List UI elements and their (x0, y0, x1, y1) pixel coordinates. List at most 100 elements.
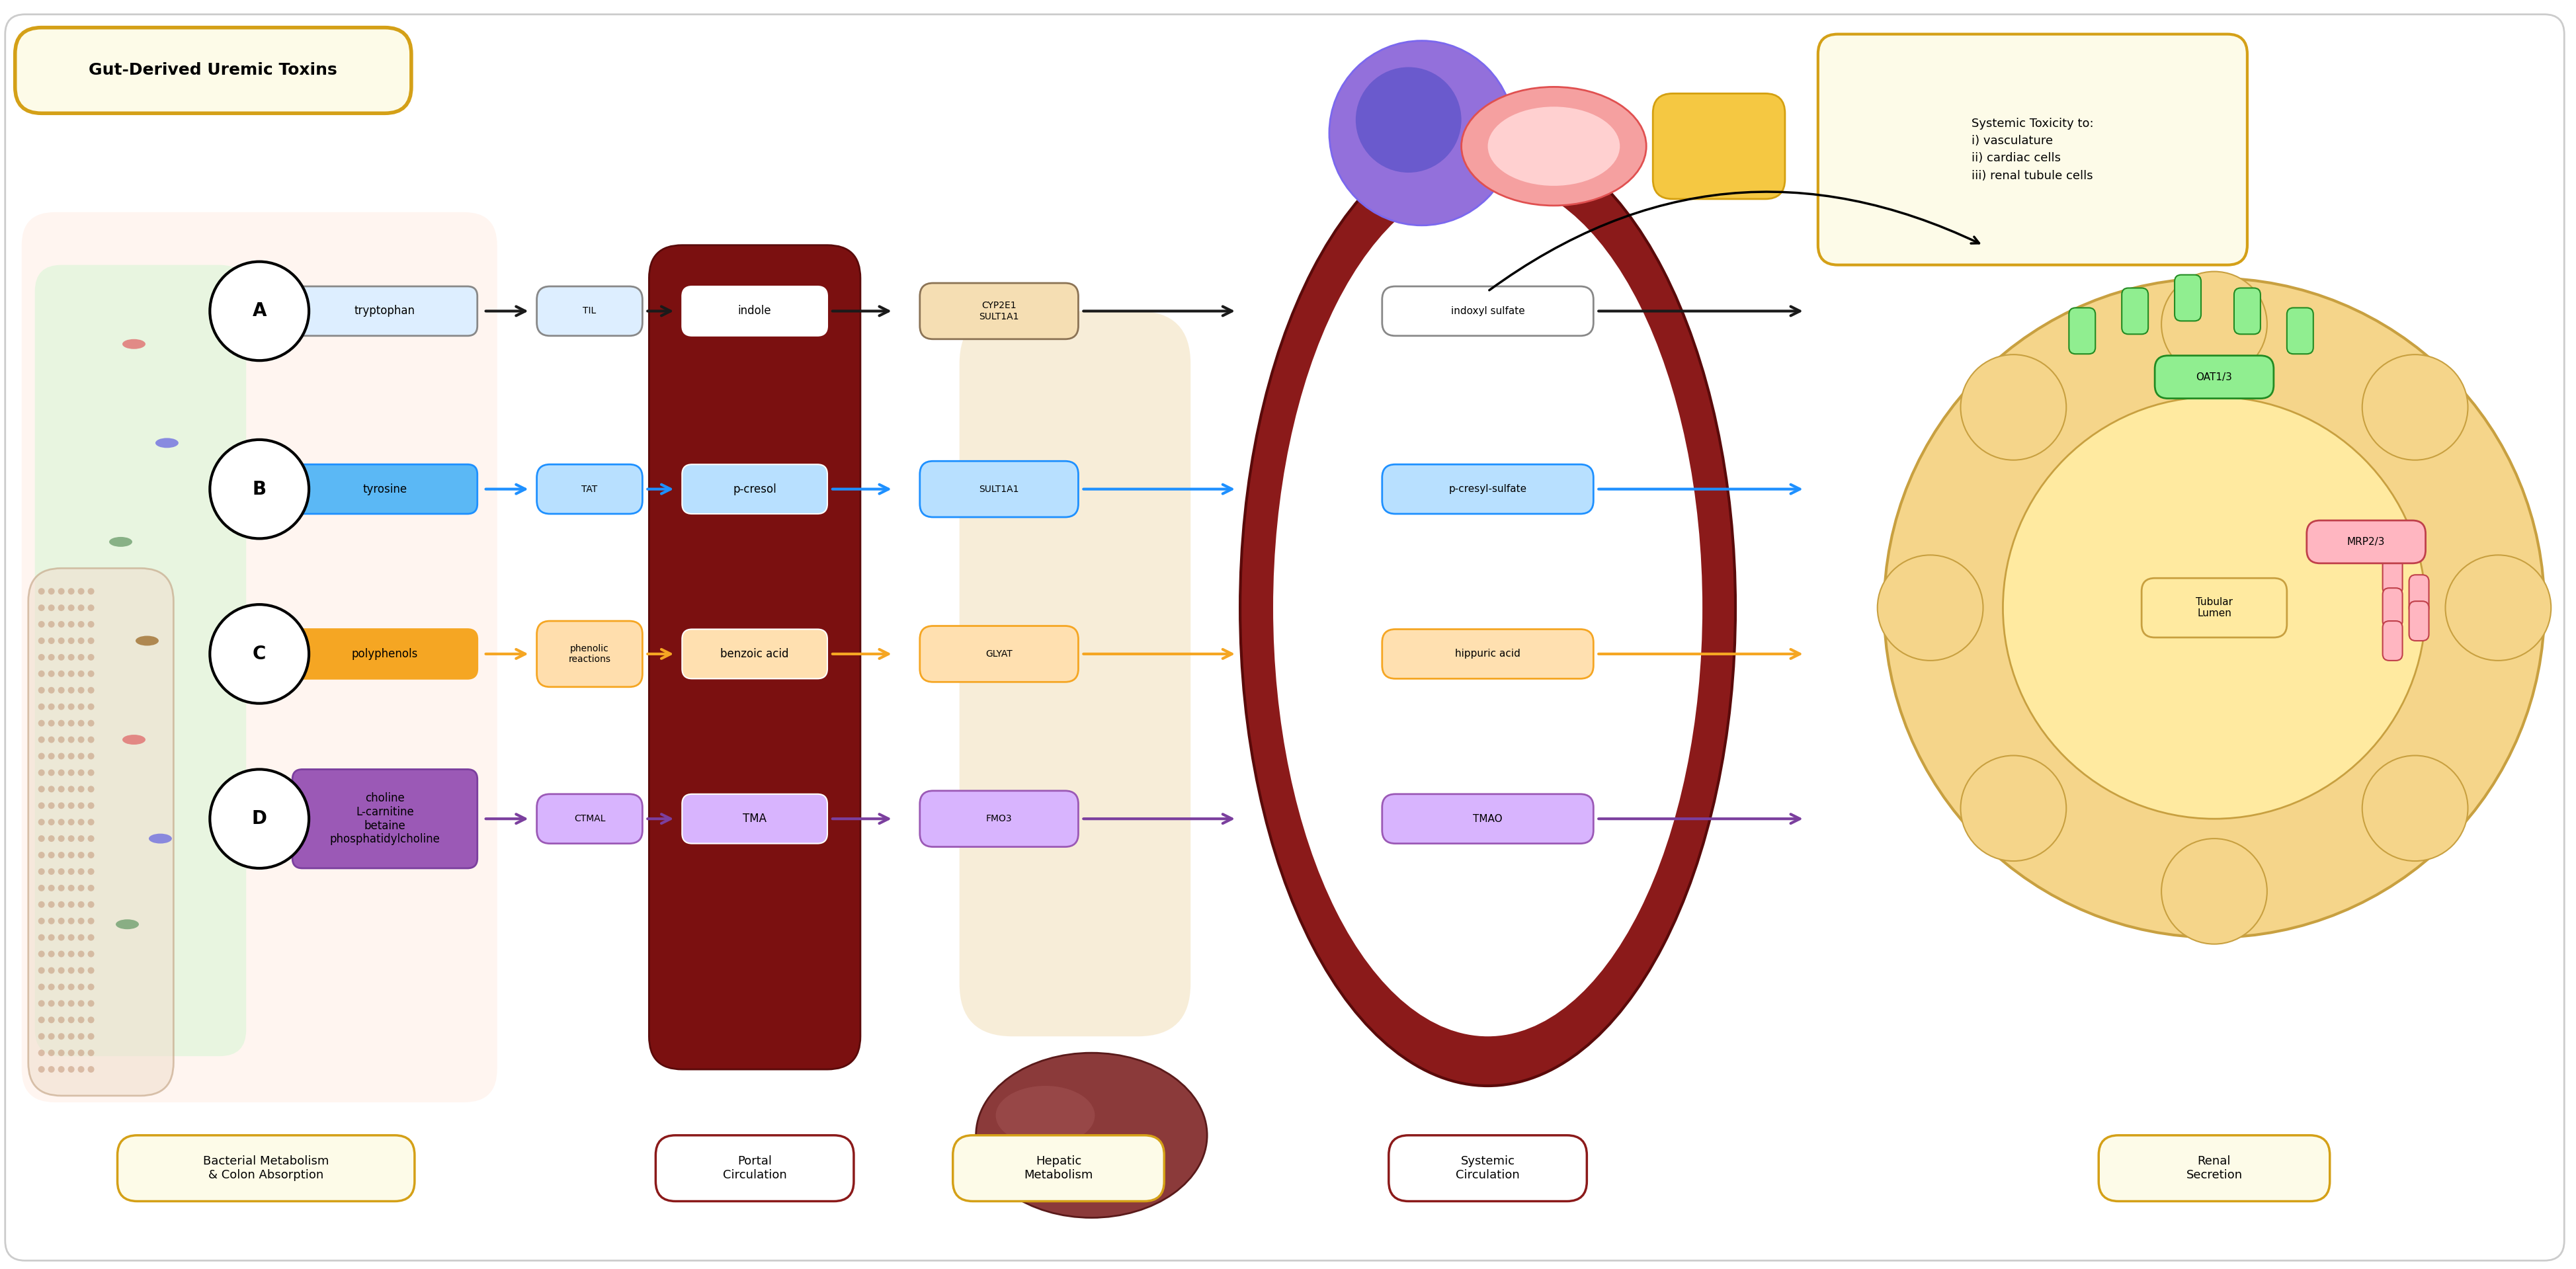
Circle shape (39, 983, 44, 990)
Circle shape (88, 769, 95, 775)
Circle shape (59, 703, 64, 709)
Circle shape (59, 736, 64, 742)
Circle shape (77, 736, 85, 742)
Circle shape (59, 802, 64, 808)
Text: benzoic acid: benzoic acid (721, 648, 788, 660)
Circle shape (49, 637, 54, 645)
FancyBboxPatch shape (28, 569, 173, 1095)
Circle shape (67, 1033, 75, 1039)
Circle shape (49, 1033, 54, 1039)
Circle shape (59, 654, 64, 661)
FancyBboxPatch shape (958, 311, 1190, 1037)
Circle shape (67, 703, 75, 709)
Ellipse shape (1461, 86, 1646, 206)
Circle shape (77, 1000, 85, 1006)
Ellipse shape (997, 1086, 1095, 1145)
Circle shape (49, 884, 54, 891)
Circle shape (49, 1000, 54, 1006)
FancyBboxPatch shape (920, 791, 1079, 846)
FancyBboxPatch shape (657, 1136, 853, 1202)
Circle shape (88, 637, 95, 645)
Circle shape (59, 950, 64, 957)
Circle shape (49, 720, 54, 726)
FancyBboxPatch shape (536, 794, 641, 844)
Circle shape (1329, 41, 1515, 226)
Circle shape (59, 786, 64, 792)
Circle shape (88, 1066, 95, 1072)
Text: Systemic Toxicity to:
i) vasculature
ii) cardiac cells
iii) renal tubule cells: Systemic Toxicity to: i) vasculature ii)… (1971, 118, 2094, 181)
Circle shape (2362, 755, 2468, 862)
Circle shape (49, 670, 54, 678)
Circle shape (67, 868, 75, 874)
Circle shape (39, 917, 44, 924)
Circle shape (88, 802, 95, 808)
Circle shape (67, 687, 75, 694)
Text: FMO3: FMO3 (987, 815, 1012, 824)
FancyBboxPatch shape (2306, 520, 2427, 563)
Text: indoxyl sulfate: indoxyl sulfate (1450, 306, 1525, 316)
FancyBboxPatch shape (118, 1136, 415, 1202)
Circle shape (67, 802, 75, 808)
Circle shape (1960, 755, 2066, 862)
FancyBboxPatch shape (536, 464, 641, 514)
Circle shape (88, 884, 95, 891)
Circle shape (88, 835, 95, 841)
FancyBboxPatch shape (294, 629, 477, 679)
Text: tyrosine: tyrosine (363, 483, 407, 495)
Circle shape (67, 621, 75, 628)
FancyBboxPatch shape (683, 464, 827, 514)
Circle shape (59, 934, 64, 940)
Circle shape (67, 950, 75, 957)
Circle shape (49, 835, 54, 841)
Text: phenolic
reactions: phenolic reactions (569, 643, 611, 664)
Circle shape (39, 835, 44, 841)
Circle shape (49, 753, 54, 759)
Text: hippuric acid: hippuric acid (1455, 648, 1520, 659)
Circle shape (2161, 839, 2267, 944)
Circle shape (59, 1049, 64, 1056)
Text: Systemic
Circulation: Systemic Circulation (1455, 1156, 1520, 1181)
FancyBboxPatch shape (536, 287, 641, 336)
Circle shape (39, 1066, 44, 1072)
Circle shape (77, 588, 85, 595)
Circle shape (67, 917, 75, 924)
Circle shape (49, 687, 54, 694)
Circle shape (39, 654, 44, 661)
Circle shape (49, 917, 54, 924)
Circle shape (59, 670, 64, 678)
Text: CTMAL: CTMAL (574, 815, 605, 824)
FancyBboxPatch shape (2069, 308, 2094, 354)
Circle shape (88, 868, 95, 874)
Circle shape (77, 1066, 85, 1072)
FancyBboxPatch shape (2287, 308, 2313, 354)
Circle shape (2004, 397, 2427, 819)
Circle shape (88, 917, 95, 924)
Ellipse shape (124, 735, 144, 745)
Circle shape (59, 851, 64, 858)
FancyBboxPatch shape (2174, 275, 2200, 321)
Circle shape (77, 884, 85, 891)
Ellipse shape (149, 834, 173, 844)
Circle shape (59, 588, 64, 595)
Circle shape (67, 835, 75, 841)
Circle shape (49, 1049, 54, 1056)
Circle shape (88, 621, 95, 628)
Circle shape (67, 769, 75, 775)
Circle shape (49, 983, 54, 990)
Circle shape (59, 868, 64, 874)
FancyBboxPatch shape (536, 621, 641, 687)
Circle shape (77, 703, 85, 709)
Circle shape (39, 1016, 44, 1023)
Circle shape (77, 769, 85, 775)
Circle shape (88, 604, 95, 612)
FancyBboxPatch shape (294, 287, 477, 336)
Circle shape (88, 703, 95, 709)
Circle shape (77, 917, 85, 924)
Text: Gut-Derived Uremic Toxins: Gut-Derived Uremic Toxins (90, 62, 337, 79)
Circle shape (88, 1033, 95, 1039)
Circle shape (88, 934, 95, 940)
Circle shape (209, 769, 309, 868)
Circle shape (67, 934, 75, 940)
Circle shape (49, 934, 54, 940)
FancyBboxPatch shape (683, 629, 827, 679)
